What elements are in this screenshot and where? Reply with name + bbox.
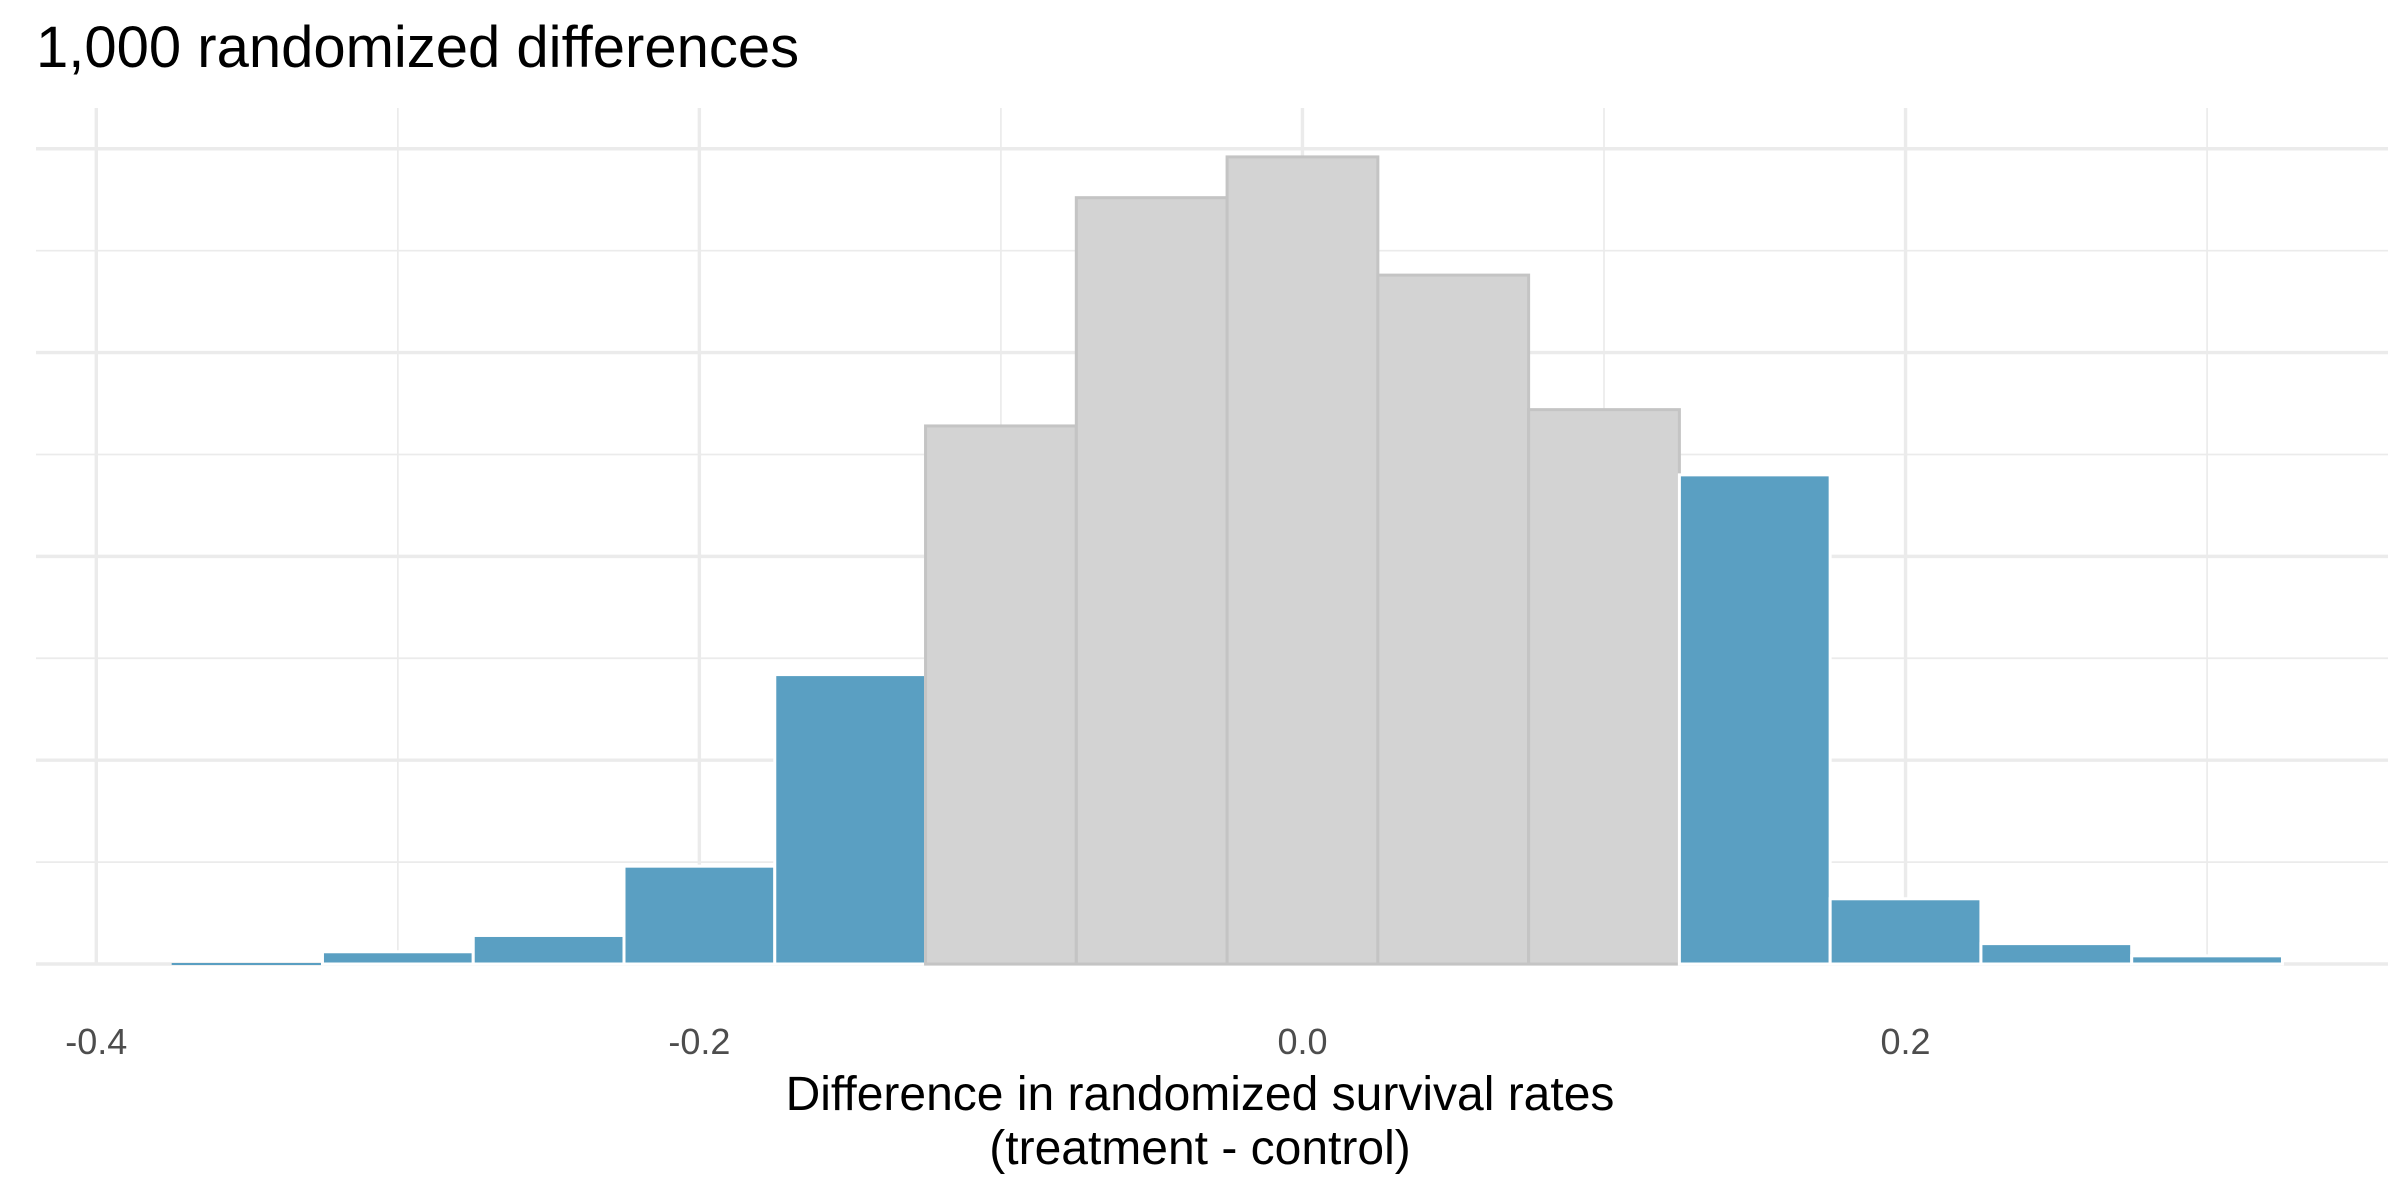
histogram-bar-tail: [171, 963, 323, 965]
histogram-bars: [171, 155, 2284, 966]
chart-title: 1,000 randomized differences: [36, 15, 800, 80]
histogram-bar-tail: [622, 864, 777, 966]
histogram-bar-tail: [1828, 897, 1983, 966]
x-tick-label: 0.2: [1881, 1021, 1931, 1062]
histogram-bar-center: [1376, 273, 1531, 966]
x-tick-labels: -0.4 -0.2 0.0 0.2: [65, 1021, 1930, 1062]
x-tick-label: -0.4: [65, 1021, 127, 1062]
x-axis-subtitle: (treatment - control): [989, 1122, 1411, 1175]
histogram-bar-tail: [1979, 942, 2134, 966]
histogram-bar-tail: [320, 950, 475, 966]
histogram-bar-center: [1527, 408, 1681, 966]
x-axis-label: Difference in randomized survival rates …: [0, 1068, 2400, 1176]
histogram-bar-tail: [1677, 473, 1832, 966]
histogram-bar-tail: [2130, 954, 2284, 966]
histogram-bar-center: [1074, 196, 1229, 966]
x-tick-label: -0.2: [668, 1021, 730, 1062]
x-axis-title: Difference in randomized survival rates: [785, 1068, 1615, 1121]
histogram-bar-tail: [471, 933, 626, 966]
histogram-bar-tail: [773, 673, 928, 966]
histogram-bar-center: [924, 424, 1078, 966]
x-tick-label: 0.0: [1277, 1021, 1327, 1062]
histogram-bar-center: [1225, 155, 1380, 966]
